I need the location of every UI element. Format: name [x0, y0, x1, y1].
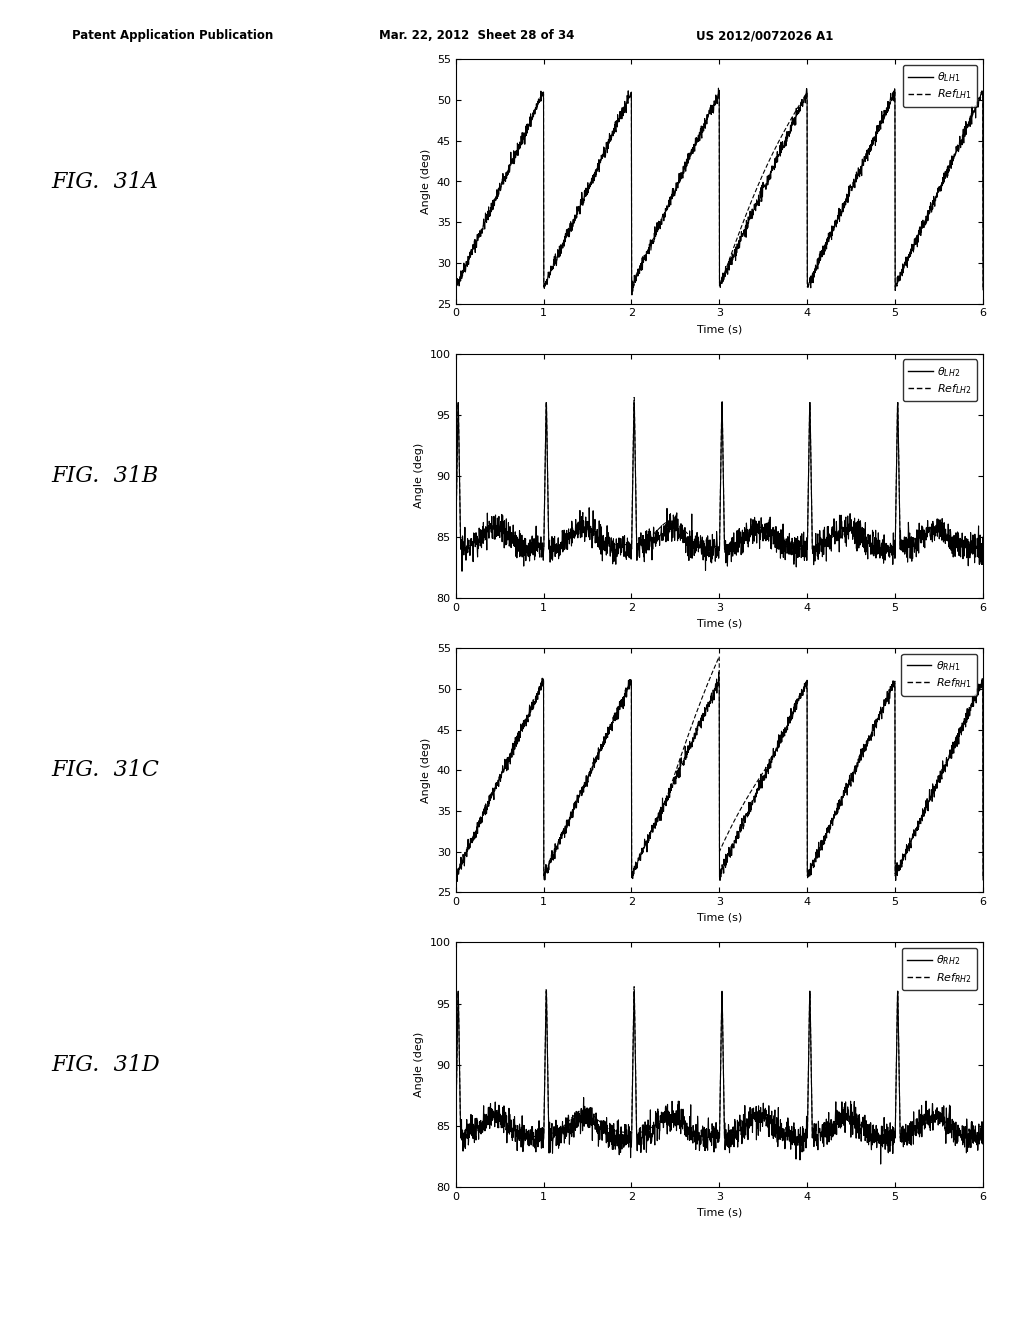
Text: US 2012/0072026 A1: US 2012/0072026 A1	[696, 29, 834, 42]
Legend: $\theta_{RH2}$, $Ref_{RH2}$: $\theta_{RH2}$, $Ref_{RH2}$	[901, 948, 978, 990]
Y-axis label: Angle (deg): Angle (deg)	[415, 1032, 424, 1097]
X-axis label: Time (s): Time (s)	[696, 323, 742, 334]
Text: FIG.  31A: FIG. 31A	[51, 170, 158, 193]
Text: Patent Application Publication: Patent Application Publication	[72, 29, 273, 42]
X-axis label: Time (s): Time (s)	[696, 1206, 742, 1217]
Legend: $\theta_{LH1}$, $Ref_{LH1}$: $\theta_{LH1}$, $Ref_{LH1}$	[902, 65, 978, 107]
Legend: $\theta_{LH2}$, $Ref_{LH2}$: $\theta_{LH2}$, $Ref_{LH2}$	[903, 359, 978, 401]
Text: FIG.  31D: FIG. 31D	[51, 1053, 160, 1076]
Text: FIG.  31B: FIG. 31B	[51, 465, 159, 487]
Legend: $\theta_{RH1}$, $Ref_{RH1}$: $\theta_{RH1}$, $Ref_{RH1}$	[901, 653, 978, 696]
X-axis label: Time (s): Time (s)	[696, 912, 742, 923]
Text: FIG.  31C: FIG. 31C	[51, 759, 159, 781]
X-axis label: Time (s): Time (s)	[696, 618, 742, 628]
Y-axis label: Angle (deg): Angle (deg)	[421, 149, 431, 214]
Y-axis label: Angle (deg): Angle (deg)	[415, 444, 424, 508]
Y-axis label: Angle (deg): Angle (deg)	[421, 738, 431, 803]
Text: Mar. 22, 2012  Sheet 28 of 34: Mar. 22, 2012 Sheet 28 of 34	[379, 29, 574, 42]
